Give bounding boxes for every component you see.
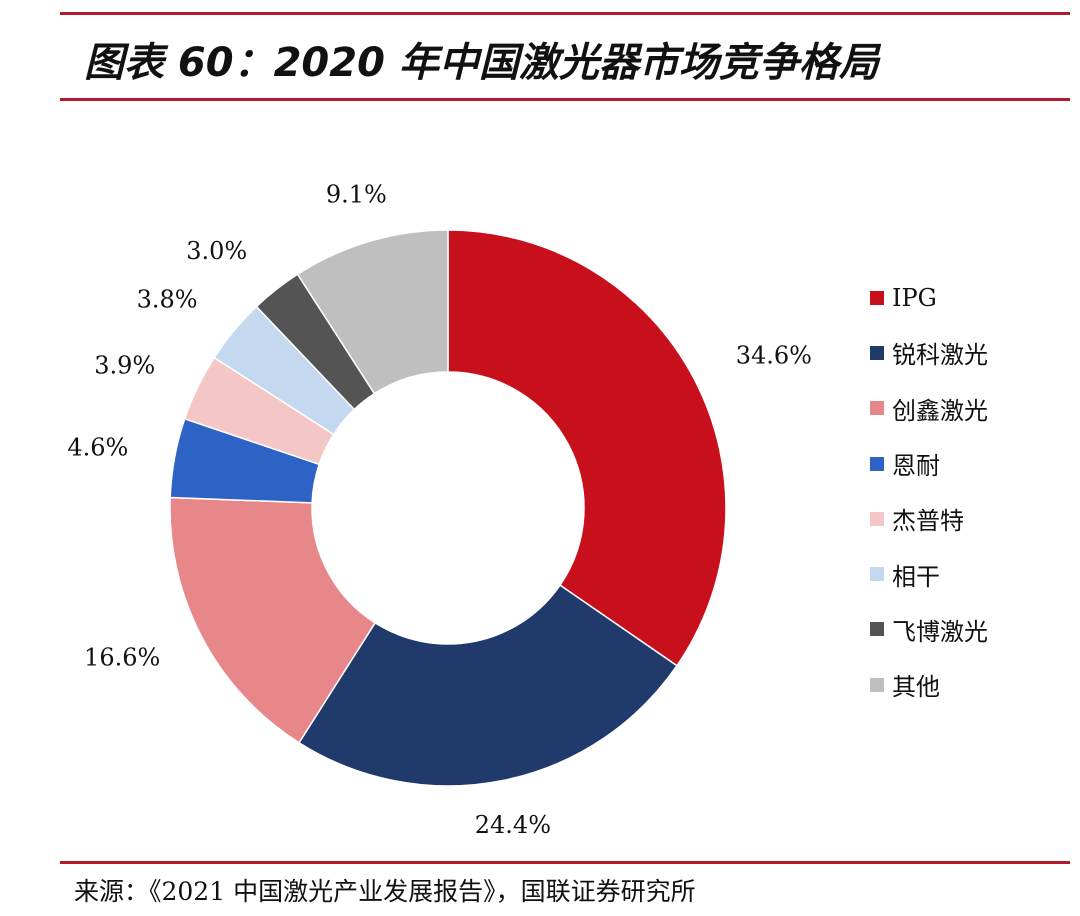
- legend-item: 飞博激光: [870, 602, 988, 657]
- slice-label-2: 24.4%: [475, 811, 551, 839]
- legend-label: 创鑫激光: [892, 396, 988, 425]
- source-note: 来源：《2021 中国激光产业发展报告》，国联证券研究所: [74, 877, 696, 906]
- chart-legend: IPG 锐科激光创鑫激光恩耐杰普特相干飞博激光其他: [870, 270, 988, 712]
- legend-label: 锐科激光: [892, 341, 988, 370]
- top-rule: [60, 12, 1070, 15]
- legend-label: 恩耐: [892, 452, 940, 481]
- bottom-rule: [60, 861, 1070, 864]
- slice-label-6: 3.8%: [137, 285, 198, 313]
- legend-swatch: [870, 677, 884, 692]
- legend-swatch: [870, 511, 884, 526]
- legend-item: IPG: [870, 270, 988, 325]
- donut-data-labels: 34.6% 24.4% 16.6% 4.6% 3.9% 3.8% 3.0% 9.1%: [67, 181, 812, 839]
- slice-label-3: 16.6%: [84, 644, 160, 672]
- slice-8: [296, 229, 449, 395]
- legend-item: 创鑫激光: [870, 381, 988, 436]
- legend-swatch: [870, 345, 884, 360]
- legend-item: 锐科激光: [870, 325, 988, 380]
- legend-label: IPG: [892, 283, 937, 312]
- legend-swatch: [870, 456, 884, 471]
- legend-swatch: [870, 622, 884, 637]
- title-underline: [60, 98, 1070, 101]
- slice-3: [169, 496, 377, 744]
- slice-label-5: 3.9%: [94, 351, 155, 379]
- legend-label: 其他: [892, 673, 940, 702]
- slice-label-4: 4.6%: [67, 434, 128, 462]
- legend-swatch: [870, 567, 884, 582]
- slice-label-8: 9.1%: [326, 181, 387, 209]
- legend-label: 飞博激光: [892, 617, 988, 646]
- legend-label: 相干: [892, 562, 940, 591]
- legend-item: 其他: [870, 657, 988, 712]
- slice-2: [298, 584, 678, 787]
- slice-1: [447, 229, 727, 667]
- legend-item: 相干: [870, 546, 988, 601]
- legend-swatch: [870, 290, 884, 305]
- slice-label-7: 3.0%: [186, 237, 247, 265]
- legend-label: 杰普特: [892, 507, 964, 536]
- legend-item: 杰普特: [870, 491, 988, 546]
- donut-slices: [169, 229, 727, 787]
- legend-item: 恩耐: [870, 436, 988, 491]
- slice-label-1: 34.6%: [736, 341, 812, 369]
- chart-title: 图表 60：2020 年中国激光器市场竞争格局: [84, 40, 879, 86]
- legend-swatch: [870, 401, 884, 416]
